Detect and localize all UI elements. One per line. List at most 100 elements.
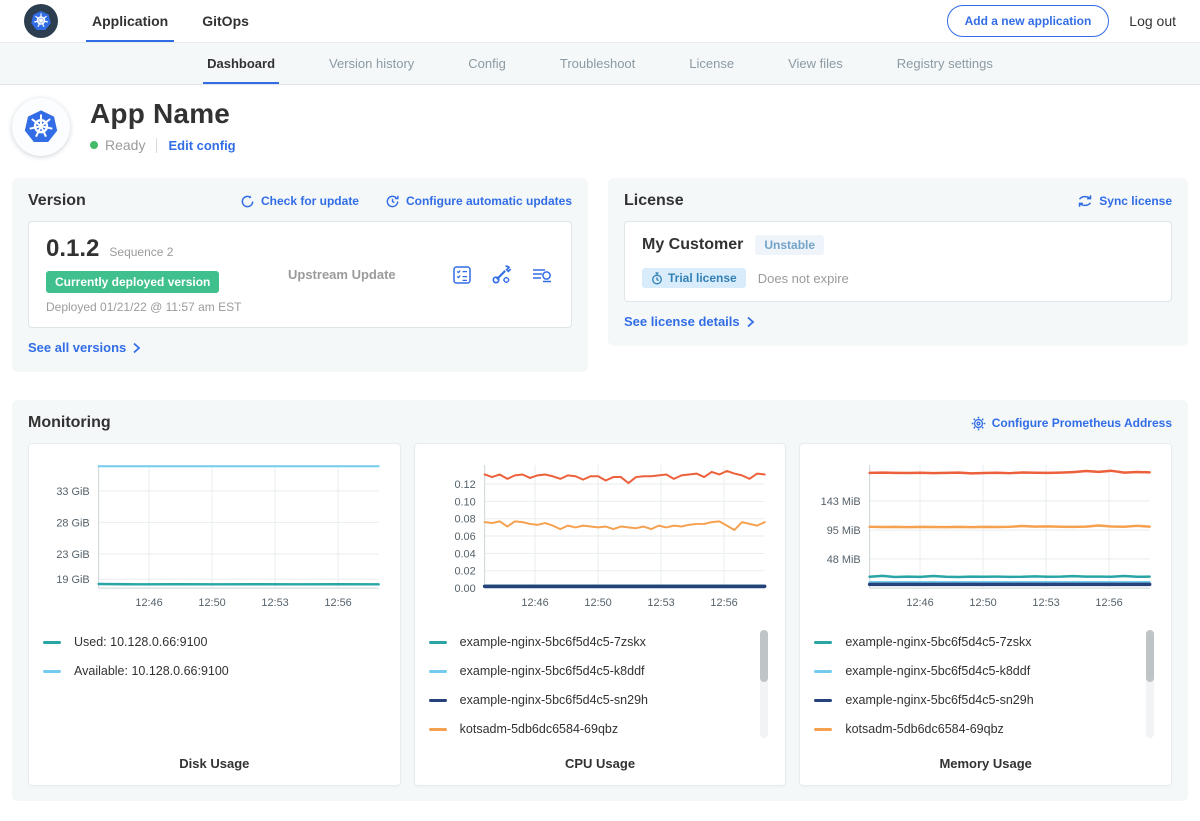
subnav-tab-version-history[interactable]: Version history	[329, 56, 415, 71]
legend-label: Available: 10.128.0.66:9100	[74, 664, 229, 679]
release-notes-icon[interactable]	[451, 264, 473, 286]
svg-text:12:56: 12:56	[1096, 597, 1123, 609]
svg-text:48 MiB: 48 MiB	[827, 554, 861, 566]
monitoring-card: Monitoring Configure Prometheus Address …	[12, 400, 1188, 801]
license-expiry: Does not expire	[757, 270, 849, 286]
configure-prometheus-link[interactable]: Configure Prometheus Address	[971, 416, 1172, 431]
monitoring-title: Monitoring	[28, 414, 111, 431]
sync-icon	[1079, 195, 1092, 207]
topnav-tab-gitops[interactable]: GitOps	[202, 13, 249, 29]
configure-automatic-updates-link[interactable]: Configure automatic updates	[385, 194, 572, 209]
legend-swatch-icon	[428, 640, 447, 644]
version-card-title: Version	[28, 192, 86, 209]
brand-logo[interactable]	[24, 0, 58, 42]
legend-scrollbar[interactable]	[1146, 629, 1155, 738]
app-kubernetes-icon	[12, 98, 70, 156]
chart-legend: example-nginx-5bc6f5d4c5-7zskx example-ng…	[428, 628, 772, 745]
svg-text:12:53: 12:53	[647, 597, 674, 609]
kubernetes-logo-icon	[24, 4, 58, 38]
svg-text:0.12: 0.12	[454, 479, 475, 491]
topnav-tab-application[interactable]: Application	[85, 0, 175, 42]
deployed-badge: Currently deployed version	[46, 271, 220, 293]
svg-text:0.04: 0.04	[454, 548, 475, 560]
license-card-title: License	[624, 192, 684, 209]
chart-card-memory-usage: 48 MiB 95 MiB 143 MiB 12:46 12:50 12:53 12:56 e…	[799, 443, 1173, 786]
subnav-tab-troubleshoot[interactable]: Troubleshoot	[559, 56, 636, 71]
check-for-update-link[interactable]: Check for update	[240, 194, 359, 209]
logout-link[interactable]: Log out	[1129, 13, 1176, 29]
legend-swatch-icon	[814, 669, 833, 673]
svg-text:0.02: 0.02	[454, 566, 475, 578]
svg-text:12:50: 12:50	[584, 597, 611, 609]
version-card: Version Check for update Configure autom…	[12, 178, 588, 372]
chevron-right-icon	[133, 342, 141, 353]
legend-item: example-nginx-5bc6f5d4c5-k8ddf	[428, 657, 750, 686]
legend-item: example-nginx-5bc6f5d4c5-sn29h	[814, 686, 1135, 715]
sync-license-link[interactable]: Sync license	[1077, 194, 1172, 208]
subnav-tab-config[interactable]: Config	[468, 56, 506, 71]
legend-scrollbar-thumb[interactable]	[760, 629, 769, 682]
refresh-icon	[241, 194, 254, 207]
legend-swatch-icon	[814, 727, 833, 731]
legend-scrollbar-thumb[interactable]	[1146, 629, 1155, 682]
add-new-application-button[interactable]: Add a new application	[946, 5, 1110, 37]
legend-label: example-nginx-5bc6f5d4c5-7zskx	[845, 635, 1032, 650]
status-dot-icon	[90, 141, 98, 149]
license-type-badge: Trial license	[642, 268, 746, 288]
svg-text:19 GiB: 19 GiB	[56, 574, 89, 586]
subnav-tab-dashboard[interactable]: Dashboard	[203, 43, 279, 84]
subnav-tab-view-files[interactable]: View files	[788, 56, 843, 71]
preflight-checks-icon[interactable]	[490, 263, 513, 286]
chart-title: Memory Usage	[939, 755, 1032, 771]
legend-label: example-nginx-5bc6f5d4c5-k8ddf	[459, 664, 645, 679]
customer-name: My Customer	[642, 236, 744, 253]
legend-label: example-nginx-5bc6f5d4c5-sn29h	[459, 693, 648, 708]
legend-scrollbar[interactable]	[760, 629, 769, 738]
chart-legend: example-nginx-5bc6f5d4c5-7zskx example-ng…	[814, 628, 1157, 745]
deploy-logs-icon[interactable]	[530, 264, 554, 286]
svg-text:0.06: 0.06	[454, 531, 475, 543]
svg-text:12:46: 12:46	[135, 597, 162, 609]
legend-item: Available: 10.128.0.66:9100	[43, 657, 364, 686]
legend-label: kotsadm-5db6dc6584-69qbz	[459, 722, 619, 737]
svg-text:0.10: 0.10	[454, 496, 475, 508]
stopwatch-icon	[652, 271, 662, 284]
svg-text:0.08: 0.08	[454, 514, 475, 526]
license-panel: My Customer Unstable Trial license Does …	[624, 221, 1172, 302]
svg-text:12:50: 12:50	[970, 597, 997, 609]
legend-item: example-nginx-5bc6f5d4c5-7zskx	[428, 628, 750, 657]
version-number: 0.1.2	[46, 235, 100, 262]
deployed-timestamp: Deployed 01/21/22 @ 11:57 am EST	[46, 300, 242, 314]
chart-card-cpu-usage: 0.00 0.02 0.04 0.06 0.08 0.10 0.12 12:46 12:50 12…	[413, 443, 787, 786]
legend-label: example-nginx-5bc6f5d4c5-k8ddf	[845, 664, 1031, 679]
legend-swatch-icon	[428, 727, 447, 731]
chart-title: CPU Usage	[564, 755, 636, 771]
subnav-tab-license[interactable]: License	[689, 56, 735, 71]
chart-title: Disk Usage	[179, 755, 250, 771]
legend-item: example-nginx-5bc6f5d4c5-sn29h	[428, 686, 750, 715]
legend-label: kotsadm-5db6dc6584-69qbz	[845, 722, 1004, 737]
svg-text:12:50: 12:50	[198, 597, 225, 609]
svg-text:0.00: 0.00	[454, 583, 475, 595]
legend-swatch-icon	[43, 640, 61, 644]
legend-swatch-icon	[428, 698, 447, 702]
subnav-tab-registry-settings[interactable]: Registry settings	[896, 56, 993, 71]
svg-text:28 GiB: 28 GiB	[56, 517, 89, 529]
topnav-tabs: Application GitOps	[85, 0, 283, 42]
gear-icon	[971, 416, 985, 430]
legend-swatch-icon	[428, 669, 447, 673]
legend-item: kotsadm-5db6dc6584-69qbz	[814, 715, 1135, 744]
svg-text:12:53: 12:53	[261, 597, 288, 609]
legend-swatch-icon	[814, 698, 833, 702]
current-version-panel: 0.1.2 Sequence 2 Currently deployed vers…	[28, 221, 572, 328]
edit-config-link[interactable]: Edit config	[168, 137, 236, 153]
license-card: License Sync license My Customer Unstabl…	[608, 178, 1188, 346]
legend-item: example-nginx-5bc6f5d4c5-7zskx	[814, 628, 1135, 657]
see-license-details-link[interactable]: See license details	[624, 314, 755, 329]
see-all-versions-link[interactable]: See all versions	[28, 340, 141, 355]
clock-refresh-icon	[386, 195, 399, 207]
chart-legend: Used: 10.128.0.66:9100 Available: 10.128.…	[43, 628, 386, 745]
svg-text:143 MiB: 143 MiB	[821, 496, 861, 508]
top-navbar: Application GitOps Add a new application …	[0, 0, 1200, 43]
svg-text:12:56: 12:56	[710, 597, 737, 609]
